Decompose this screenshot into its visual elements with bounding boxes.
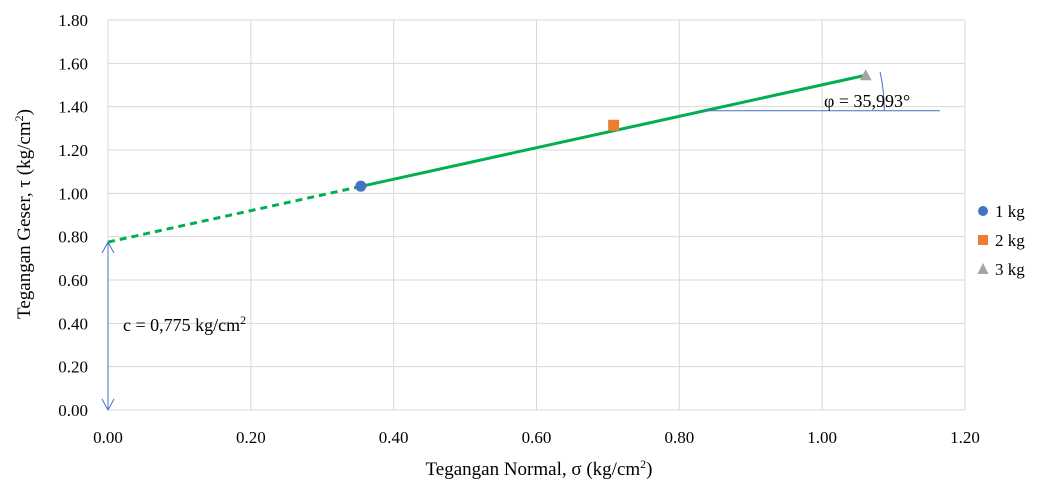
legend-label: 2 kg [995,231,1025,250]
x-axis-title-main: Tegangan Normal, σ (kg/cm [425,459,640,480]
x-tick-label: 1.00 [807,428,837,447]
legend-marker-1kg [978,206,988,216]
grid-lines [107,19,966,411]
y-tick-label: 1.60 [58,54,88,73]
y-axis-title-main: Tegangan Geser, τ (kg/cm [14,121,35,319]
y-tick-label: 1.80 [58,11,88,30]
data-points [355,69,872,192]
x-tick-labels: 0.00 0.20 0.40 0.60 0.80 1.00 1.20 [93,428,980,447]
y-axis-title: Tegangan Geser, τ (kg/cm2) [12,109,35,319]
y-tick-label: 0.60 [58,271,88,290]
data-point-1kg [355,180,367,192]
x-tick-label: 1.20 [950,428,980,447]
y-tick-label: 0.00 [58,401,88,420]
x-tick-label: 0.60 [522,428,552,447]
legend-label: 3 kg [995,260,1025,279]
y-tick-label: 0.20 [58,358,88,377]
legend-label: 1 kg [995,202,1025,221]
y-tick-label: 1.00 [58,184,88,203]
legend: 1 kg 2 kg 3 kg [977,202,1025,279]
trendline-group [107,73,867,244]
x-axis-title: Tegangan Normal, σ (kg/cm2) [425,457,652,480]
x-axis-title-sup: 2 [640,457,646,471]
x-tick-label: 0.80 [664,428,694,447]
data-point-3kg [859,69,872,81]
x-axis-title-end: ) [646,459,652,480]
legend-marker-3kg [977,263,989,274]
cohesion-arrow-head-top [101,241,115,254]
cohesion-arrow-head-bottom [101,398,115,412]
y-axis-title-end: ) [14,109,35,115]
y-axis-title-sup: 2 [12,115,26,121]
cohesion-annotation-main: c = 0,775 kg/cm [123,315,240,335]
annotation-lines [101,71,940,412]
y-tick-label: 1.20 [58,141,88,160]
x-tick-label: 0.00 [93,428,123,447]
phi-annotation: φ = 35,993° [824,91,910,111]
legend-marker-2kg [978,235,988,245]
friction-angle-arc [879,71,885,111]
trendline-solid [360,73,867,188]
x-tick-label: 0.20 [236,428,266,447]
cohesion-annotation-sup: 2 [240,313,246,327]
data-point-2kg [608,119,620,131]
y-tick-label: 0.40 [58,314,88,333]
y-tick-label: 1.40 [58,98,88,117]
cohesion-annotation: c = 0,775 kg/cm2 [123,313,246,335]
trendline-dashed [107,184,362,244]
y-tick-label: 0.80 [58,228,88,247]
x-tick-label: 0.40 [379,428,409,447]
y-tick-labels: 0.00 0.20 0.40 0.60 0.80 1.00 1.20 1.40 1.60 1.80 [58,11,88,420]
